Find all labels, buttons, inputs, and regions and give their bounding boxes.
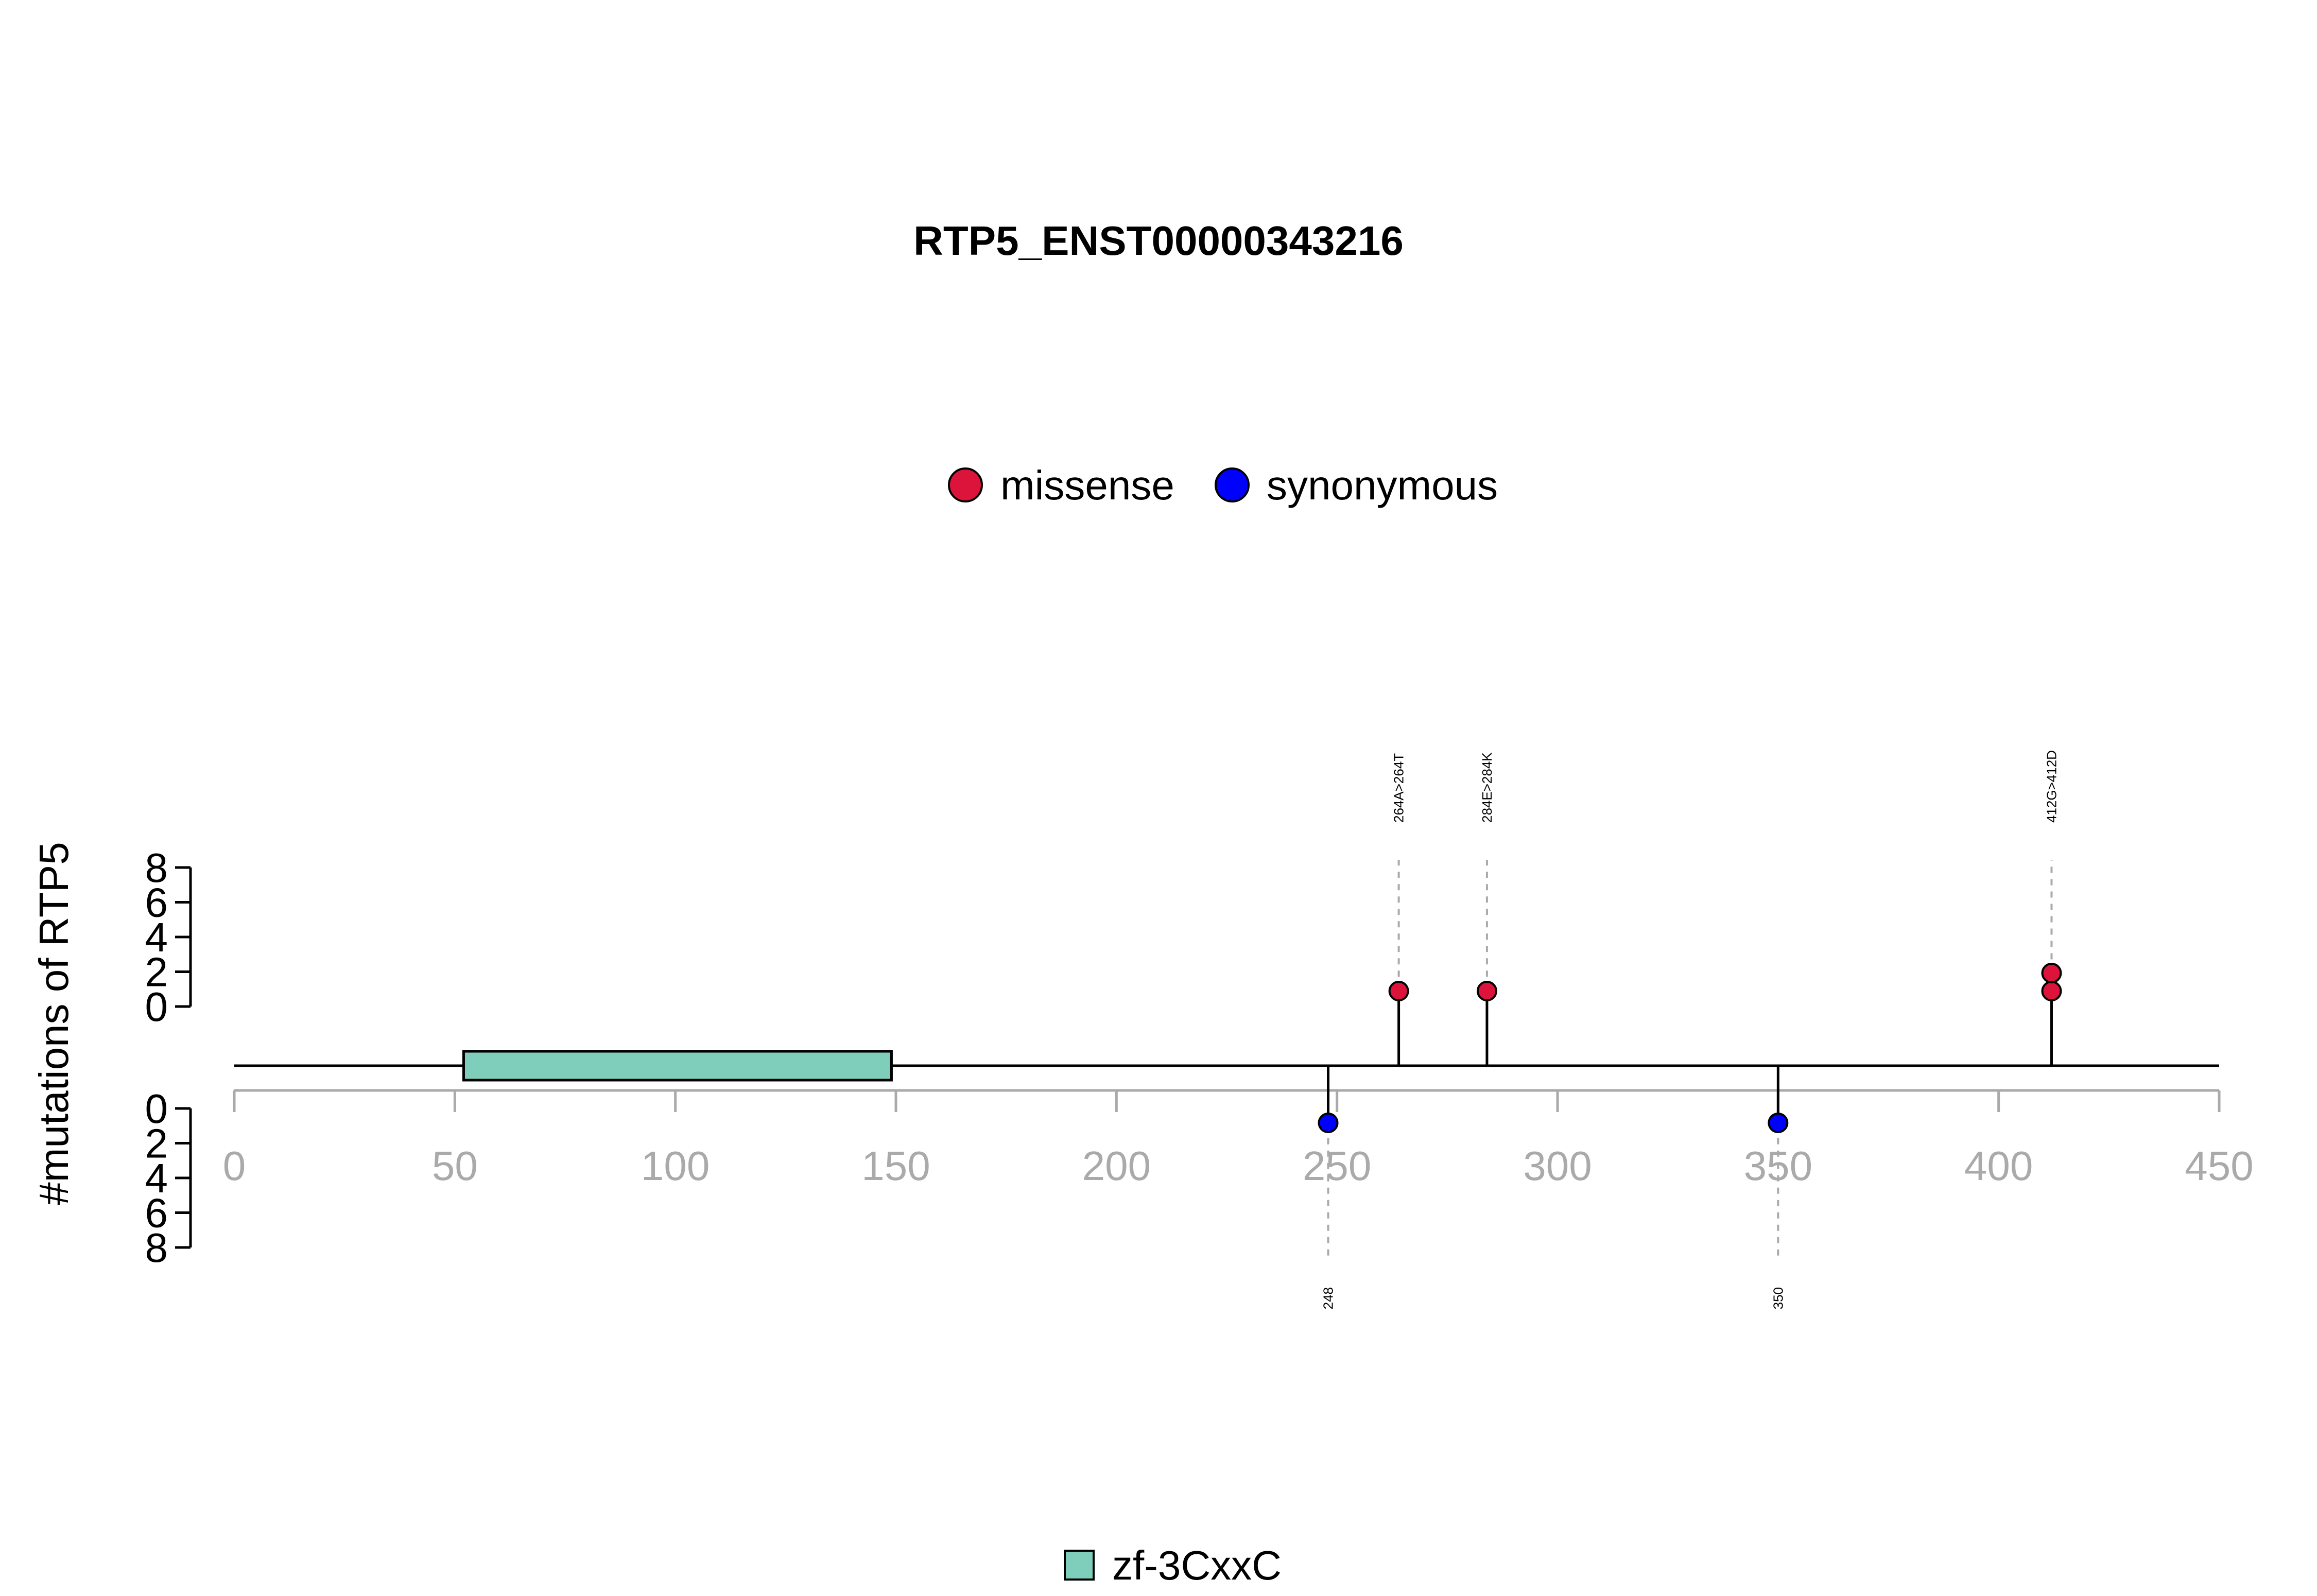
mutation-label: 284E>284K (1479, 752, 1495, 823)
x-tick-label: 400 (1964, 1143, 2033, 1189)
domain-zf-3cxxc (462, 1050, 893, 1082)
mutation-label: 264A>264T (1391, 753, 1407, 823)
legend-zf-3cxxc-label: zf-3CxxC (1112, 1542, 1282, 1588)
lower-y-tick-label: 0 (145, 1086, 168, 1132)
y-axis-label: #mutations of RTP5 (31, 842, 77, 1205)
lower-y-tick-label: 6 (145, 1190, 168, 1236)
chart-title: RTP5_ENST00000343216 (913, 218, 1404, 264)
legend-missense-label: missense (1000, 462, 1174, 508)
upper-y-tick-label: 6 (145, 880, 168, 926)
x-tick-label: 250 (1303, 1143, 1371, 1189)
mutation-label: 350 (1770, 1287, 1786, 1309)
lower-y-tick-label: 2 (145, 1121, 168, 1167)
mutation-marker (1768, 1113, 1789, 1133)
mutation-412: 412G>412D (2041, 750, 2062, 1066)
mutation-marker (2041, 963, 2062, 983)
mutation-248: 248 (1318, 1066, 1339, 1309)
x-tick-label: 300 (1523, 1143, 1592, 1189)
mutation-marker (2041, 981, 2062, 1001)
mutation-284: 284E>284K (1476, 752, 1497, 1066)
x-axis: 0 50 100 150 200 250 300 350 400 450 (223, 1089, 2254, 1189)
domain-layer (462, 1050, 893, 1082)
x-tick-label: 0 (223, 1143, 246, 1189)
mutation-layer: 264A>264T 284E>284K 412G>412D 248 350 (1318, 750, 2062, 1309)
legend-zf-3cxxc-swatch (1064, 1550, 1095, 1581)
x-tick-label: 100 (641, 1143, 710, 1189)
x-tick-label: 50 (432, 1143, 478, 1189)
mutation-marker (1476, 981, 1497, 1001)
mutation-350: 350 (1768, 1066, 1789, 1309)
upper-y-tick-label: 2 (145, 949, 168, 995)
upper-y-tick-label: 0 (145, 984, 168, 1030)
legend-synonymous-marker (1215, 467, 1250, 502)
legend-synonymous-label: synonymous (1267, 462, 1498, 508)
x-tick-label: 450 (2185, 1143, 2253, 1189)
mutation-marker (1388, 981, 1409, 1001)
legend-missense-marker (948, 467, 983, 502)
upper-y-tick-label: 8 (145, 845, 168, 891)
domain-legend: zf-3CxxC (1064, 1542, 1282, 1588)
mutation-label: 248 (1321, 1287, 1336, 1309)
x-tick-layer: 0 50 100 150 200 250 300 350 400 450 (223, 1090, 2254, 1189)
lower-y-tick-label: 8 (145, 1225, 168, 1271)
x-tick-label: 150 (861, 1143, 930, 1189)
upper-y-tick-label: 4 (145, 914, 168, 960)
x-tick-label: 200 (1082, 1143, 1151, 1189)
mutation-label: 412G>412D (2044, 750, 2059, 823)
mutation-264: 264A>264T (1388, 753, 1409, 1066)
mutation-type-legend: missense synonymous (948, 462, 1498, 508)
lower-y-tick-label: 4 (145, 1155, 168, 1201)
mutation-marker (1318, 1113, 1339, 1133)
